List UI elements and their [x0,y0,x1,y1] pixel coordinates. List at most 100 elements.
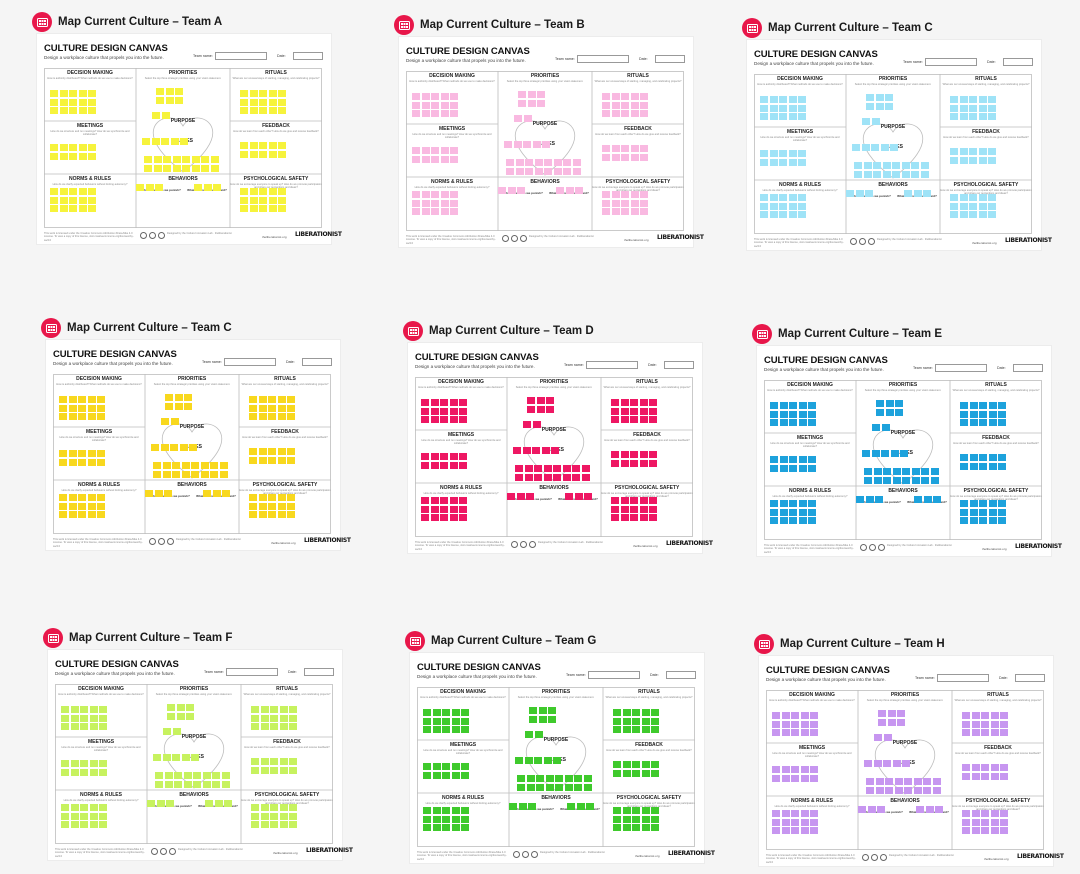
sticky-note[interactable] [538,707,547,714]
sticky-note[interactable] [881,424,890,431]
sticky-note[interactable] [59,144,68,151]
sticky-note[interactable] [883,734,892,741]
sticky-note[interactable] [632,761,640,768]
sticky-note[interactable] [760,113,768,120]
sticky-note[interactable] [788,202,797,210]
sticky-note[interactable] [1000,810,1008,817]
sticky-note[interactable] [769,96,778,103]
team-name-field[interactable] [935,364,987,372]
sticky-note[interactable] [517,187,525,194]
sticky-note[interactable] [1000,729,1008,736]
sticky-note[interactable] [61,714,69,722]
team-name-field[interactable] [226,668,278,676]
sticky-note[interactable] [449,407,458,415]
sticky-note[interactable] [950,211,958,218]
sticky-note[interactable] [800,774,809,782]
sticky-note[interactable] [440,453,448,460]
sticky-note[interactable] [988,508,997,516]
sticky-note[interactable] [152,112,160,119]
sticky-note[interactable] [1000,818,1008,826]
sticky-note[interactable] [887,710,896,717]
sticky-note[interactable] [440,497,448,504]
sticky-note[interactable] [166,800,174,807]
sticky-note[interactable] [622,761,631,768]
sticky-note[interactable] [259,142,267,149]
sticky-note[interactable] [165,96,174,104]
sticky-note[interactable] [760,194,768,201]
sticky-note[interactable] [881,450,889,457]
sticky-note[interactable] [517,783,525,791]
sticky-note[interactable] [979,454,987,461]
sticky-note[interactable] [526,775,535,782]
sticky-note[interactable] [440,110,449,117]
sticky-note[interactable] [770,402,778,409]
sticky-note[interactable] [251,714,259,722]
sticky-note[interactable] [59,107,68,114]
sticky-note[interactable] [534,757,542,764]
sticky-note[interactable] [630,208,639,215]
sticky-note[interactable] [78,205,87,212]
sticky-note[interactable] [988,517,997,524]
sticky-note[interactable] [810,712,818,719]
culture-canvas[interactable]: CULTURE DESIGN CANVAS Design a workplace… [37,34,342,244]
sticky-note[interactable] [147,800,155,807]
sticky-note[interactable] [442,815,450,823]
sticky-note[interactable] [897,718,905,726]
sticky-note[interactable] [87,396,96,403]
sticky-note[interactable] [611,208,620,215]
culture-canvas[interactable]: CULTURE DESIGN CANVAS Design a workplace… [757,346,1062,556]
sticky-note[interactable] [240,196,248,204]
sticky-note[interactable] [779,113,787,120]
sticky-note[interactable] [200,470,209,478]
sticky-note[interactable] [649,505,657,513]
board-frame[interactable]: Map Current Culture – Team F CULTURE DES… [43,628,353,868]
sticky-note[interactable] [988,113,996,120]
sticky-note[interactable] [440,93,449,100]
sticky-note[interactable] [525,159,533,166]
sticky-note[interactable] [894,786,903,794]
sticky-note[interactable] [222,490,230,497]
sticky-note[interactable] [518,99,526,107]
sticky-note[interactable] [172,728,181,735]
sticky-note[interactable] [651,709,659,716]
sticky-note[interactable] [523,141,531,148]
sticky-note[interactable] [212,780,220,788]
sticky-note[interactable] [969,156,977,164]
sticky-note[interactable] [240,188,248,195]
sticky-note[interactable] [880,144,889,151]
sticky-note[interactable] [575,187,583,194]
sticky-note[interactable] [258,502,267,510]
sticky-note[interactable] [979,517,987,524]
sticky-note[interactable] [278,142,286,149]
sticky-note[interactable] [432,726,441,733]
sticky-note[interactable] [421,399,429,406]
sticky-note[interactable] [70,768,79,776]
board-frame[interactable]: Map Current Culture – Team B CULTURE DES… [394,15,704,255]
sticky-note[interactable] [916,806,924,813]
sticky-note[interactable] [632,807,640,814]
sticky-note[interactable] [969,508,978,516]
sticky-note[interactable] [779,158,787,166]
sticky-note[interactable] [873,760,882,767]
sticky-note[interactable] [969,211,977,218]
sticky-note[interactable] [80,821,88,828]
sticky-note[interactable] [214,800,223,807]
sticky-note[interactable] [249,107,258,114]
sticky-note[interactable] [959,194,968,201]
sticky-note[interactable] [971,772,980,780]
sticky-note[interactable] [789,419,797,426]
sticky-note[interactable] [959,104,968,112]
sticky-note[interactable] [432,771,441,779]
sticky-note[interactable] [632,769,640,777]
sticky-note[interactable] [278,107,286,114]
sticky-note[interactable] [440,399,448,406]
sticky-note[interactable] [622,807,631,814]
sticky-note[interactable] [872,424,880,431]
sticky-note[interactable] [760,104,768,112]
sticky-note[interactable] [70,821,79,828]
sticky-note[interactable] [810,720,818,728]
sticky-note[interactable] [191,470,199,478]
sticky-note[interactable] [181,470,190,478]
sticky-note[interactable] [287,511,295,518]
sticky-note[interactable] [781,818,790,826]
